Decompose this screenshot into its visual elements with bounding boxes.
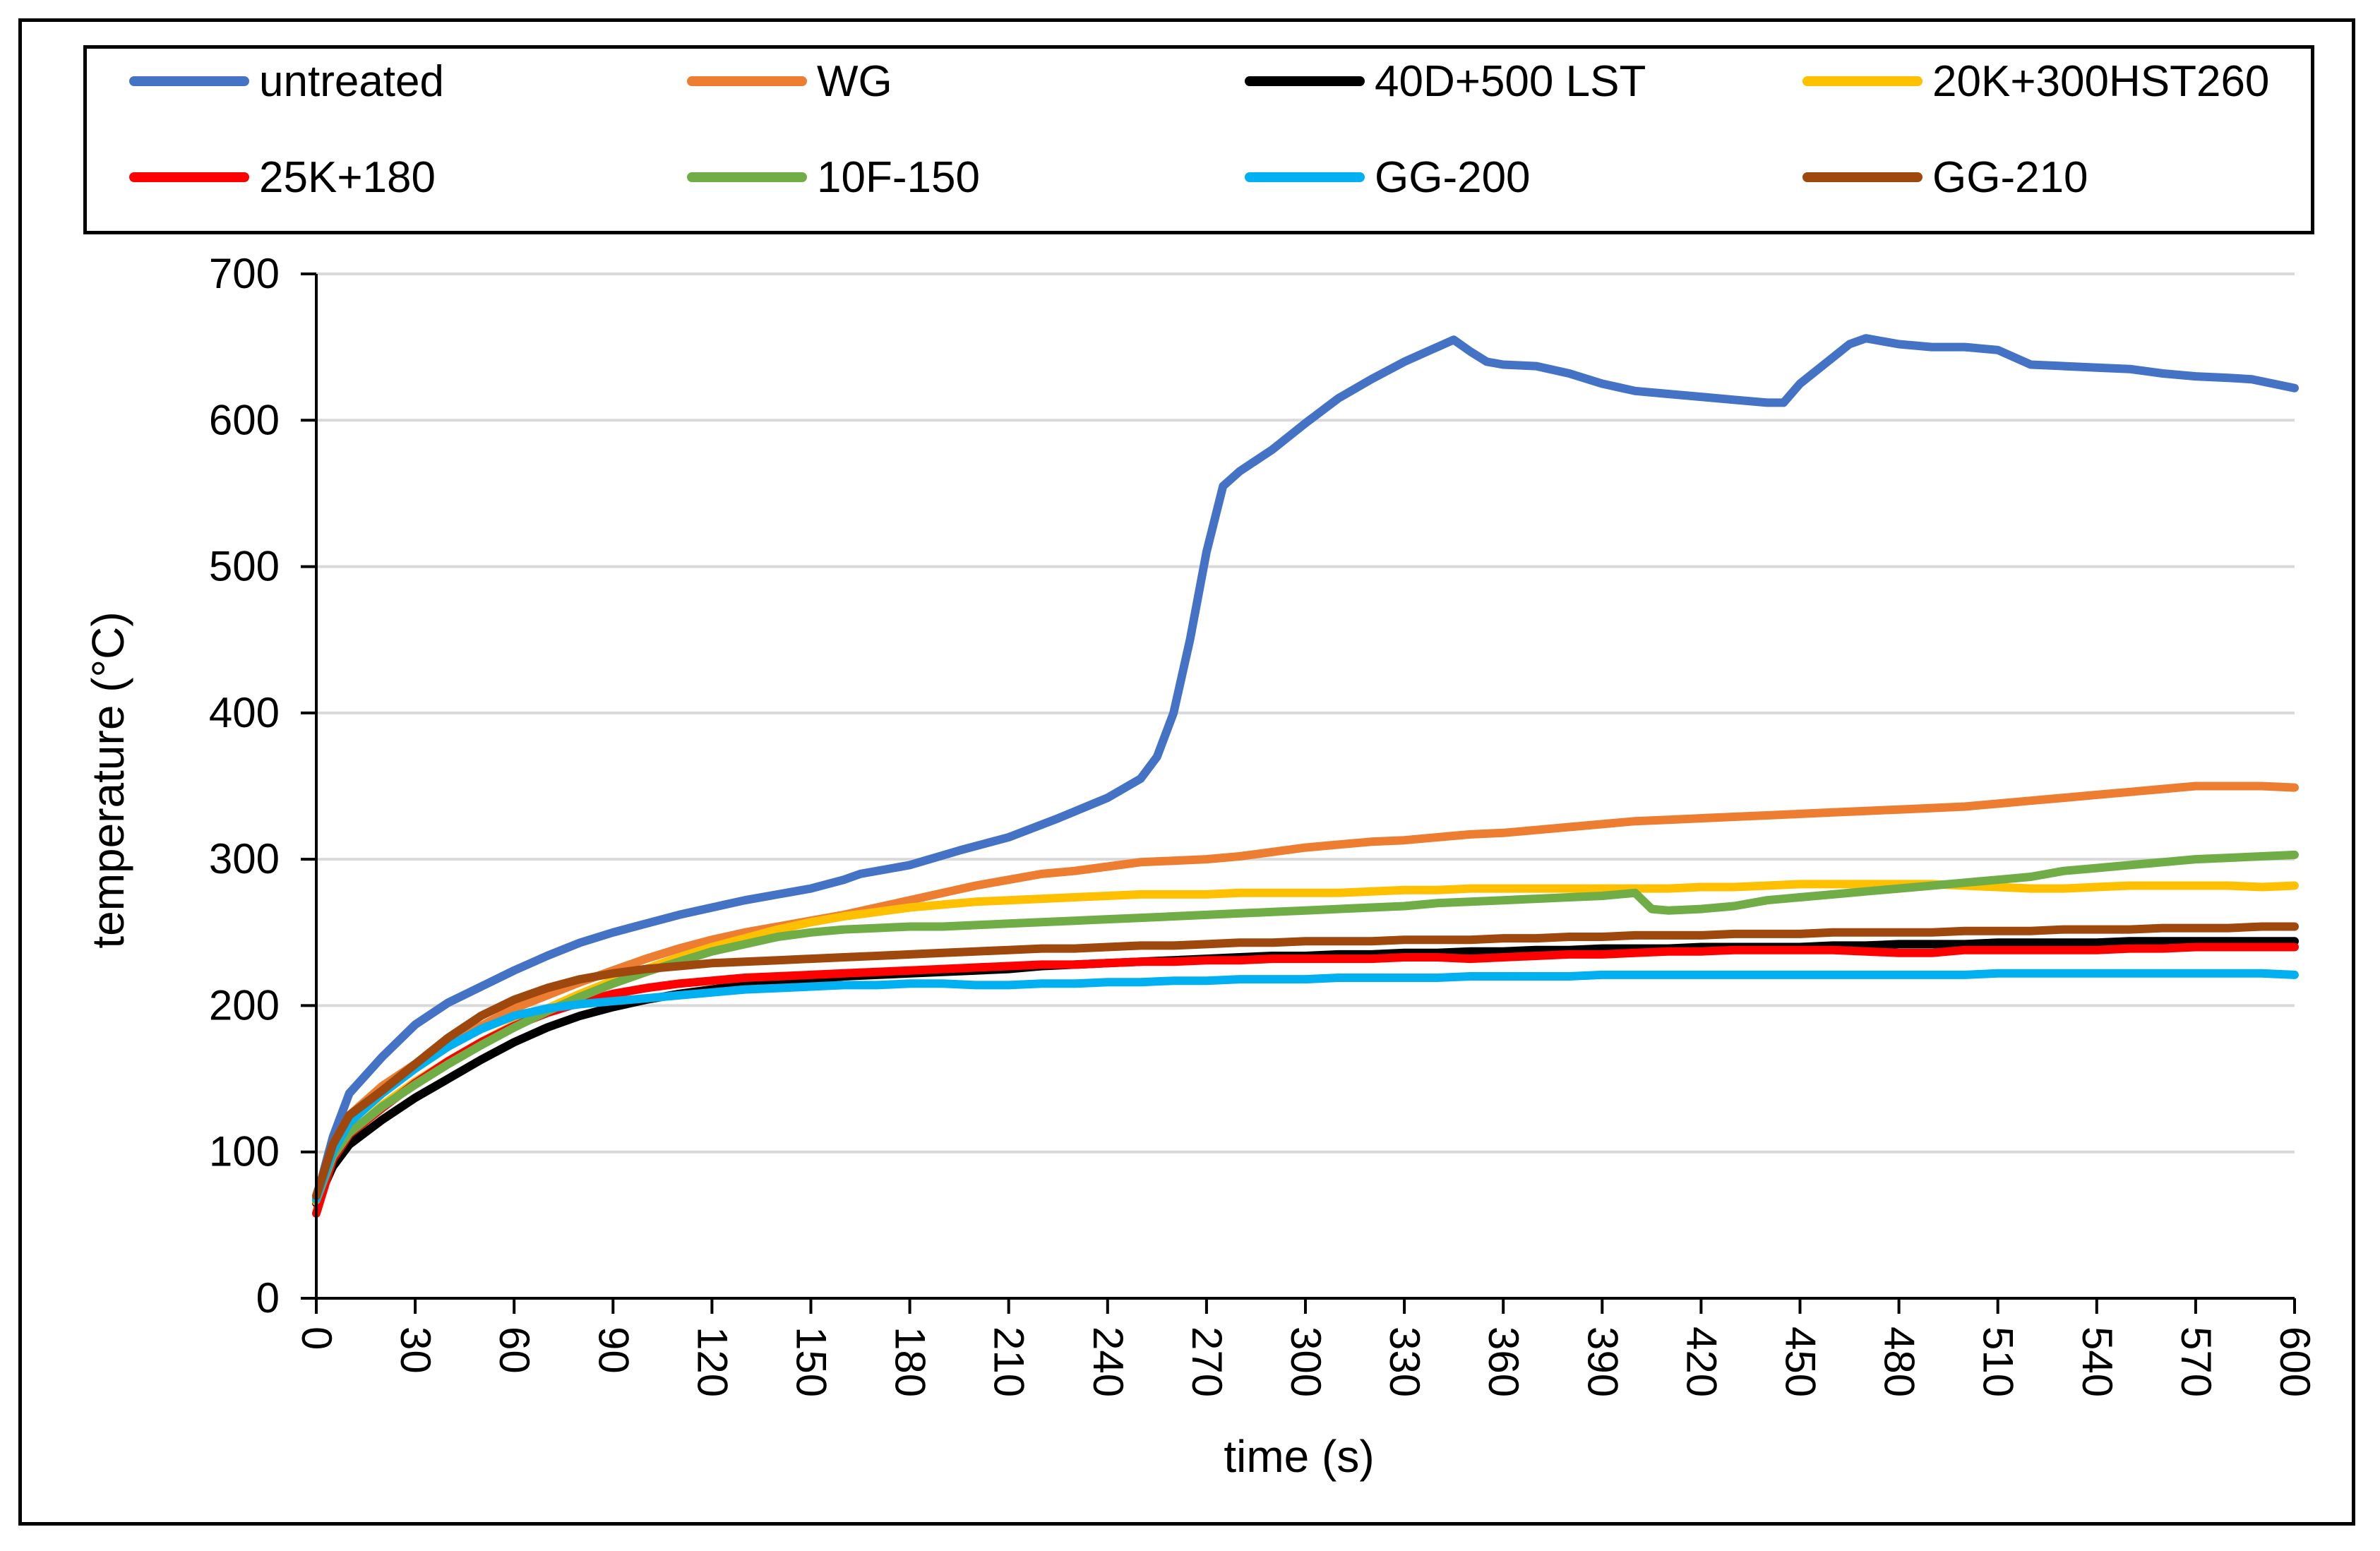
series-layer — [312, 334, 2299, 1218]
y-tick-label: 600 — [209, 396, 280, 443]
legend-swatch — [1245, 76, 1365, 86]
series-line-gg-200 — [312, 969, 2299, 1203]
x-tick-label: 0 — [293, 1327, 340, 1350]
x-tick-label: 390 — [1579, 1327, 1626, 1397]
series-line-25k-180 — [312, 942, 2299, 1218]
x-tick-label: 360 — [1480, 1327, 1527, 1397]
x-tick-label: 540 — [2074, 1327, 2121, 1397]
x-tick-label: 210 — [986, 1327, 1033, 1397]
x-tick-label: 450 — [1777, 1327, 1824, 1397]
x-tick-label: 150 — [788, 1327, 835, 1397]
x-tick-label: 90 — [590, 1327, 637, 1374]
x-tick-label: 300 — [1282, 1327, 1329, 1397]
x-tick-label: 570 — [2172, 1327, 2220, 1397]
legend-entry: GG-210 — [1802, 149, 2088, 205]
series-line-untreated — [312, 334, 2299, 1203]
x-tick-label: 600 — [2271, 1327, 2319, 1397]
y-tick-label: 400 — [209, 689, 280, 736]
x-tick-label: 120 — [688, 1327, 736, 1397]
y-tick-label: 700 — [209, 250, 280, 297]
legend-label: GG-210 — [1932, 152, 2088, 202]
legend-label: 40D+500 LST — [1375, 56, 1646, 106]
legend-entry: 40D+500 LST — [1245, 53, 1646, 109]
legend-swatch — [129, 76, 249, 86]
legend-entry: 25K+180 — [129, 149, 436, 205]
x-tick-label: 420 — [1678, 1327, 1725, 1397]
legend-swatch — [1802, 76, 1922, 86]
legend-swatch — [129, 172, 249, 182]
x-axis-title: time (s) — [1224, 1431, 1374, 1482]
y-tick-label: 300 — [209, 835, 280, 882]
legend-swatch — [1802, 172, 1922, 182]
y-axis-title: temperature (°C) — [83, 611, 133, 948]
legend-entry: WG — [687, 53, 892, 109]
y-tick-label: 100 — [209, 1128, 280, 1175]
y-tick-label: 0 — [256, 1274, 280, 1322]
legend-label: WG — [817, 56, 892, 106]
legend-swatch — [687, 76, 807, 86]
x-tick-label: 330 — [1381, 1327, 1428, 1397]
legend-swatch — [687, 172, 807, 182]
legend-label: 10F-150 — [817, 152, 980, 202]
legend-label: 25K+180 — [259, 152, 436, 202]
axis-layer: 0 100 200 300 400 500 600 700 0 30 60 90 120 150 180 21… — [209, 250, 2319, 1397]
legend-label: GG-200 — [1375, 152, 1531, 202]
series-line-10f-150 — [312, 850, 2299, 1205]
legend-entry: 20K+300HST260 — [1802, 53, 2269, 109]
x-tick-label: 180 — [887, 1327, 934, 1397]
x-tick-label: 60 — [491, 1327, 538, 1374]
x-tick-label: 480 — [1876, 1327, 1923, 1397]
y-tick-label: 200 — [209, 981, 280, 1029]
x-tick-label: 510 — [1975, 1327, 2022, 1397]
x-tick-label: 270 — [1183, 1327, 1231, 1397]
legend-label: 20K+300HST260 — [1932, 56, 2270, 106]
x-tick-label: 30 — [392, 1327, 439, 1374]
series-line-gg-210 — [312, 922, 2299, 1200]
chart-frame — [18, 18, 2355, 1526]
legend-label: untreated — [259, 56, 444, 106]
grid-layer — [316, 273, 2295, 1154]
legend-entry: 10F-150 — [687, 149, 980, 205]
legend-swatch — [1245, 172, 1365, 182]
legend: untreated WG 40D+500 LST 20K+300HST260 25K+1… — [83, 45, 2314, 234]
legend-entry: GG-200 — [1245, 149, 1531, 205]
x-tick-label: 240 — [1084, 1327, 1132, 1397]
y-tick-label: 500 — [209, 543, 280, 590]
legend-entry: untreated — [129, 53, 444, 109]
